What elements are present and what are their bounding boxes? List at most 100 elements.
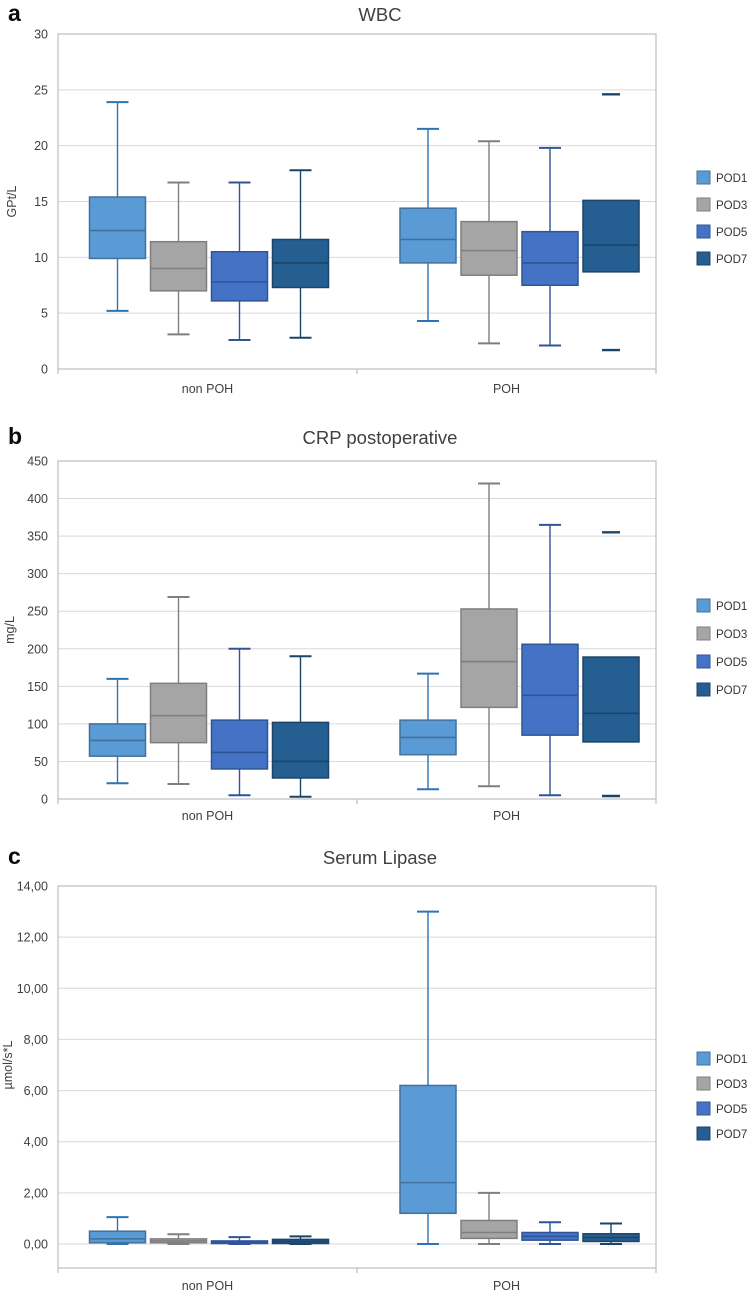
legend-item-POD1: POD1 bbox=[696, 598, 747, 613]
y-tick-label: 6,00 bbox=[24, 1084, 48, 1098]
legend-label: POD7 bbox=[716, 254, 747, 266]
y-tick-label: 50 bbox=[34, 755, 48, 769]
y-tick-label: 15 bbox=[34, 195, 48, 209]
box-POD1-nonPOH bbox=[88, 1230, 147, 1244]
legend-swatch-POD7 bbox=[696, 682, 711, 697]
y-tick-label: 450 bbox=[27, 455, 48, 469]
legend-label: POD7 bbox=[716, 1129, 747, 1141]
box-POD3-nonPOH bbox=[149, 682, 208, 744]
legend-swatch-POD5 bbox=[696, 224, 711, 239]
y-tick-label: 4,00 bbox=[24, 1135, 48, 1149]
legend-label: POD1 bbox=[716, 1054, 747, 1066]
legend-swatch-POD1 bbox=[696, 598, 711, 613]
legend-item-POD3: POD3 bbox=[696, 1076, 747, 1091]
y-tick-label: 14,00 bbox=[17, 880, 48, 894]
box-POD7-POH bbox=[582, 199, 640, 273]
legend-item-POD7: POD7 bbox=[696, 1126, 747, 1141]
y-tick-label: 30 bbox=[34, 28, 48, 42]
category-label: non POH bbox=[182, 382, 233, 396]
legend-item-POD5: POD5 bbox=[696, 1101, 747, 1116]
y-tick-label: 100 bbox=[27, 717, 48, 731]
panel-letter: a bbox=[8, 0, 21, 26]
plot-area bbox=[57, 885, 657, 1269]
panel-c-lipase-chart: 0,00 2,00 4,00 6,00 8,00 10,00 12,00 14,00 µmol/… bbox=[0, 832, 750, 1296]
y-axis-label: µmol/s*L bbox=[1, 1041, 15, 1090]
box-POD1-nonPOH bbox=[88, 196, 147, 260]
plot-area bbox=[57, 460, 657, 800]
legend-item-POD3: POD3 bbox=[696, 197, 747, 212]
panel-title: CRP postoperative bbox=[303, 427, 458, 448]
legend-swatch-POD3 bbox=[696, 626, 711, 641]
legend-label: POD7 bbox=[716, 685, 747, 697]
y-tick-label: 20 bbox=[34, 139, 48, 153]
category-label: POH bbox=[493, 382, 520, 396]
y-tick-label: 0,00 bbox=[24, 1238, 48, 1252]
legend-swatch-POD3 bbox=[696, 197, 711, 212]
box-POD1-POH bbox=[399, 207, 457, 264]
chart-svg-c: 0,00 2,00 4,00 6,00 8,00 10,00 12,00 14,00 µmol/… bbox=[1, 843, 747, 1293]
panel-b-crp-chart: 0 50 100 150 200 250 300 350 400 450 mg/L b CRP post… bbox=[0, 400, 750, 832]
legend-item-POD1: POD1 bbox=[696, 1051, 747, 1066]
category-label: non POH bbox=[182, 809, 233, 823]
panel-title: Serum Lipase bbox=[323, 847, 437, 868]
legend-swatch-POD5 bbox=[696, 1101, 711, 1116]
y-tick-label: 150 bbox=[27, 680, 48, 694]
category-label: POH bbox=[493, 809, 520, 823]
y-tick-label: 350 bbox=[27, 530, 48, 544]
y-tick-label: 12,00 bbox=[17, 931, 48, 945]
legend-label: POD5 bbox=[716, 1104, 747, 1116]
box-POD1-POH bbox=[399, 1084, 457, 1215]
y-tick-label: 2,00 bbox=[24, 1186, 48, 1200]
legend-swatch-POD1 bbox=[696, 1051, 711, 1066]
legend-label: POD5 bbox=[716, 657, 747, 669]
legend-label: POD3 bbox=[716, 200, 747, 212]
legend-label: POD5 bbox=[716, 227, 747, 239]
y-tick-label: 250 bbox=[27, 605, 48, 619]
box-POD3-POH bbox=[460, 608, 518, 709]
legend-swatch-POD1 bbox=[696, 170, 711, 185]
box-POD3-POH bbox=[460, 220, 518, 276]
y-tick-label: 10,00 bbox=[17, 982, 48, 996]
y-tick-label: 0 bbox=[41, 793, 48, 807]
box-POD5-nonPOH bbox=[210, 251, 269, 302]
y-tick-label: 25 bbox=[34, 83, 48, 97]
box-POD3-nonPOH bbox=[149, 240, 208, 292]
y-tick-label: 200 bbox=[27, 642, 48, 656]
y-tick-label: 5 bbox=[41, 307, 48, 321]
legend-swatch-POD7 bbox=[696, 251, 711, 266]
legend-swatch-POD7 bbox=[696, 1126, 711, 1141]
chart-svg-a: 0 5 10 15 20 25 30 GPt/L a WBC non POH POH POD1 POD3 P… bbox=[5, 0, 747, 396]
legend-item-POD7: POD7 bbox=[696, 251, 747, 266]
box-POD5-nonPOH bbox=[210, 719, 269, 770]
panel-letter: b bbox=[8, 423, 22, 449]
legend-item-POD1: POD1 bbox=[696, 170, 747, 185]
legend-label: POD3 bbox=[716, 1079, 747, 1091]
legend-item-POD5: POD5 bbox=[696, 654, 747, 669]
y-tick-label: 400 bbox=[27, 492, 48, 506]
y-tick-label: 300 bbox=[27, 567, 48, 581]
y-tick-label: 0 bbox=[41, 363, 48, 377]
box-POD7-POH bbox=[582, 656, 640, 743]
y-tick-label: 10 bbox=[34, 251, 48, 265]
legend-item-POD3: POD3 bbox=[696, 626, 747, 641]
category-label: non POH bbox=[182, 1279, 233, 1293]
legend-swatch-POD3 bbox=[696, 1076, 711, 1091]
legend-label: POD1 bbox=[716, 173, 747, 185]
y-axis-label: GPt/L bbox=[5, 185, 19, 217]
legend-label: POD3 bbox=[716, 629, 747, 641]
legend-label: POD1 bbox=[716, 601, 747, 613]
box-POD3-POH bbox=[460, 1219, 518, 1240]
category-label: POH bbox=[493, 1279, 520, 1293]
legend-swatch-POD5 bbox=[696, 654, 711, 669]
y-axis-label: mg/L bbox=[3, 616, 17, 644]
chart-svg-b: 0 50 100 150 200 250 300 350 400 450 mg/L b CRP post… bbox=[3, 423, 747, 823]
panel-a-wbc-chart: 0 5 10 15 20 25 30 GPt/L a WBC non POH POH POD1 POD3 P… bbox=[0, 0, 750, 400]
panel-letter: c bbox=[8, 843, 21, 869]
box-POD5-POH bbox=[521, 643, 579, 736]
box-POD7-nonPOH bbox=[271, 721, 330, 779]
box-POD5-POH bbox=[521, 230, 579, 286]
y-tick-label: 8,00 bbox=[24, 1033, 48, 1047]
legend-item-POD5: POD5 bbox=[696, 224, 747, 239]
panel-title: WBC bbox=[358, 4, 401, 25]
